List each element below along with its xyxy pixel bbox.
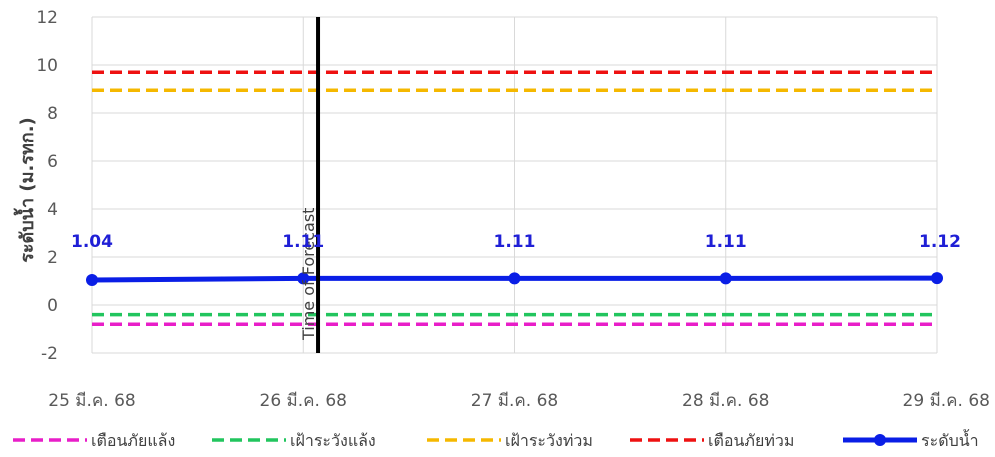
- legend-item: เตือนภัยท่วม: [630, 431, 794, 450]
- data-point: [86, 274, 98, 287]
- legend-label: ระดับน้ำ: [921, 429, 979, 450]
- y-tick-label: 12: [36, 8, 58, 28]
- data-point: [297, 272, 310, 285]
- y-axis-label: ระดับน้ำ (ม.รทก.): [13, 117, 38, 263]
- y-tick-label: 8: [47, 104, 58, 124]
- legend-label: เตือนภัยแล้ง: [91, 431, 175, 450]
- y-tick-label: -2: [41, 344, 58, 364]
- time-of-forecast-label: Time of Forecast: [299, 208, 318, 341]
- legend-item: เฝ้าระวังแล้ง: [212, 431, 376, 450]
- y-axis-ticks: -2 0 2 4 6 8 10 12: [36, 8, 58, 364]
- x-tick-label: 28 มี.ค. 68: [682, 391, 769, 411]
- legend-label: เฝ้าระวังแล้ง: [290, 431, 376, 450]
- data-point: [931, 272, 943, 285]
- legend-marker: [874, 434, 886, 446]
- legend-label: เตือนภัยท่วม: [708, 431, 794, 450]
- x-tick-label: 27 มี.ค. 68: [471, 391, 558, 411]
- legend-item: เฝ้าระวังท่วม: [427, 431, 593, 450]
- x-tick-label: 29 มี.ค. 68: [903, 391, 990, 411]
- grid-lines: [91, 16, 938, 354]
- x-axis-ticks: 25 มี.ค. 68 26 มี.ค. 68 27 มี.ค. 68 28 มี.ค…: [48, 391, 990, 411]
- data-point: [719, 272, 732, 285]
- data-label: 1.11: [705, 232, 747, 252]
- x-tick-label: 26 มี.ค. 68: [260, 391, 347, 411]
- data-label: 1.11: [282, 232, 324, 252]
- y-tick-label: 2: [47, 248, 58, 268]
- legend-label: เฝ้าระวังท่วม: [505, 431, 593, 450]
- y-tick-label: 6: [47, 152, 58, 172]
- series-lines: [86, 70, 943, 326]
- data-label: 1.11: [494, 232, 536, 252]
- y-tick-label: 4: [47, 200, 58, 220]
- y-tick-label: 10: [36, 56, 58, 76]
- data-labels: 1.04 1.11 1.11 1.11 1.12: [71, 232, 961, 252]
- time-of-forecast-annotation: Time of Forecast: [299, 17, 321, 353]
- data-point: [508, 272, 521, 285]
- x-tick-label: 25 มี.ค. 68: [48, 391, 135, 411]
- data-label: 1.12: [919, 232, 961, 252]
- legend: เตือนภัยแล้ง เฝ้าระวังแล้ง เฝ้าระวังท่วม เต…: [13, 429, 979, 450]
- y-tick-label: 0: [47, 296, 58, 316]
- legend-item: เตือนภัยแล้ง: [13, 431, 175, 450]
- data-label: 1.04: [71, 232, 113, 252]
- legend-item: ระดับน้ำ: [843, 429, 979, 450]
